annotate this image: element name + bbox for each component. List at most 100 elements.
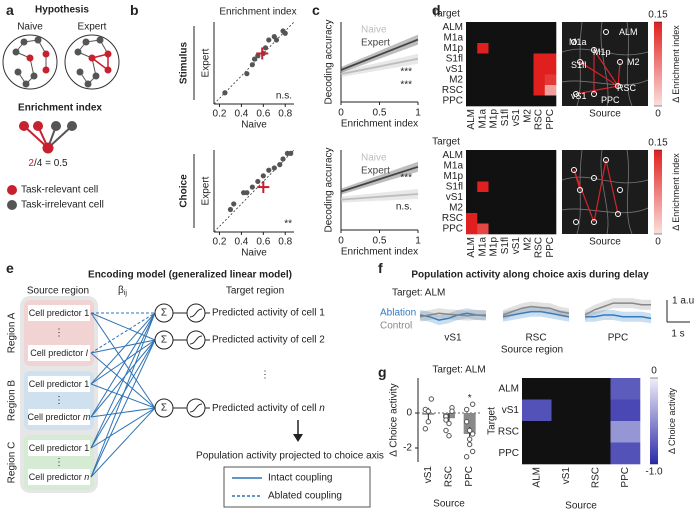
heatmap-cell bbox=[499, 223, 512, 235]
series-line bbox=[584, 302, 651, 316]
heatmap-cell bbox=[522, 150, 534, 161]
data-point bbox=[262, 45, 269, 51]
data-point bbox=[271, 165, 277, 171]
heatmap-cell bbox=[533, 181, 546, 193]
legend-label: Control bbox=[380, 321, 412, 332]
series-line bbox=[419, 312, 486, 318]
data-point bbox=[244, 190, 250, 196]
row-label: M1p bbox=[444, 43, 464, 54]
heatmap-cell bbox=[466, 223, 478, 235]
map-contour bbox=[561, 48, 649, 56]
data-point bbox=[222, 90, 228, 96]
heatmap-cell bbox=[522, 95, 534, 107]
colorbar bbox=[654, 22, 662, 106]
series-line bbox=[502, 305, 570, 316]
scale-label: 1 a.u. bbox=[672, 296, 694, 307]
data-point bbox=[425, 408, 432, 414]
heatmap-cell bbox=[466, 202, 478, 214]
sigmoid bbox=[189, 308, 203, 318]
predictor-label: Cell predictor 1 bbox=[29, 443, 90, 453]
heatmap-cell bbox=[610, 399, 641, 422]
predictor-box bbox=[28, 469, 90, 485]
heatmap-cell bbox=[488, 43, 501, 54]
heatmap-cell bbox=[511, 150, 523, 161]
colorbar-label: Δ Choice activity bbox=[667, 387, 677, 454]
heatmap-cell bbox=[488, 22, 501, 33]
region-label: Region C bbox=[7, 442, 18, 484]
map-site bbox=[573, 219, 579, 225]
column-label: RSC bbox=[590, 467, 601, 488]
heatmap-cell bbox=[511, 192, 523, 203]
data-point bbox=[249, 184, 255, 190]
heatmap-cell bbox=[522, 171, 534, 182]
heatmap-cell bbox=[477, 171, 489, 182]
heatmap-cell bbox=[511, 171, 523, 182]
x-tick-label: 0.5 bbox=[373, 236, 387, 247]
data-point bbox=[428, 396, 435, 402]
panel-label: b bbox=[130, 2, 139, 18]
map-site bbox=[591, 219, 597, 225]
beta-index: ij bbox=[124, 290, 128, 297]
data-point bbox=[466, 427, 473, 434]
x-tick-label: PPC bbox=[464, 466, 475, 487]
heatmap-cell bbox=[522, 192, 534, 203]
legend-label: Naive bbox=[361, 25, 387, 36]
heatmap-cell bbox=[499, 64, 512, 75]
data-point bbox=[469, 448, 476, 455]
map-site bbox=[591, 175, 597, 181]
x-axis-label: Source region bbox=[501, 345, 563, 356]
heatmap-cell bbox=[477, 202, 489, 214]
intact-coupling bbox=[90, 339, 156, 478]
heatmap-cell bbox=[551, 421, 582, 443]
target-title: Target region bbox=[226, 286, 284, 297]
predictor-box bbox=[28, 440, 90, 456]
output-index: n bbox=[319, 403, 325, 414]
cell bbox=[20, 38, 28, 46]
heatmap-cell bbox=[511, 43, 523, 54]
row-label: PPC bbox=[442, 223, 463, 234]
data-point bbox=[251, 56, 258, 62]
series-line bbox=[340, 193, 419, 201]
heatmap-cell bbox=[488, 171, 501, 182]
cell bbox=[14, 68, 22, 76]
row-label: M1p bbox=[444, 171, 464, 182]
heatmap-cell bbox=[610, 442, 641, 465]
heatmap-cell bbox=[544, 192, 557, 203]
map-site bbox=[591, 47, 597, 53]
data-point bbox=[425, 419, 432, 425]
heatmap-cell bbox=[477, 95, 489, 107]
cell bbox=[88, 54, 96, 62]
data-point bbox=[280, 156, 286, 162]
heatmap-cell bbox=[511, 74, 523, 86]
heatmap-cell bbox=[522, 399, 552, 422]
y-axis-label: Decoding accuracy bbox=[324, 19, 335, 104]
chart-title: Enrichment index bbox=[219, 7, 296, 18]
cell bbox=[30, 72, 38, 80]
heatmap-cell bbox=[488, 181, 501, 193]
heatmap-cell bbox=[499, 171, 512, 182]
column-label: PPC bbox=[545, 109, 556, 130]
cell bbox=[22, 80, 30, 88]
data-point bbox=[463, 454, 470, 460]
row-label: S1fl bbox=[446, 53, 463, 64]
ablated-coupling bbox=[90, 312, 156, 354]
heatmap-cell bbox=[466, 181, 478, 193]
heatmap-cell bbox=[499, 181, 512, 193]
heatmap-cell bbox=[522, 64, 534, 75]
annotation: n.s. bbox=[276, 91, 292, 102]
panel-label: a bbox=[6, 2, 14, 18]
y-axis-label: Δ Choice activity bbox=[389, 383, 400, 456]
column-label: S1fl bbox=[500, 109, 511, 126]
heatmap-cell bbox=[511, 95, 523, 107]
column-label: PPC bbox=[620, 467, 631, 488]
heatmap-cell bbox=[477, 213, 489, 224]
map-contour bbox=[626, 149, 633, 235]
heatmap-cell bbox=[466, 192, 478, 203]
x-axis-label: Source bbox=[433, 499, 465, 510]
map-link bbox=[575, 85, 619, 95]
coupling-label: βij bbox=[118, 285, 127, 297]
heatmap-cell bbox=[499, 43, 512, 54]
x-tick-label: 0.2 bbox=[213, 109, 227, 120]
x-tick-label: 0.5 bbox=[373, 108, 387, 119]
heatmap-cell bbox=[544, 150, 557, 161]
